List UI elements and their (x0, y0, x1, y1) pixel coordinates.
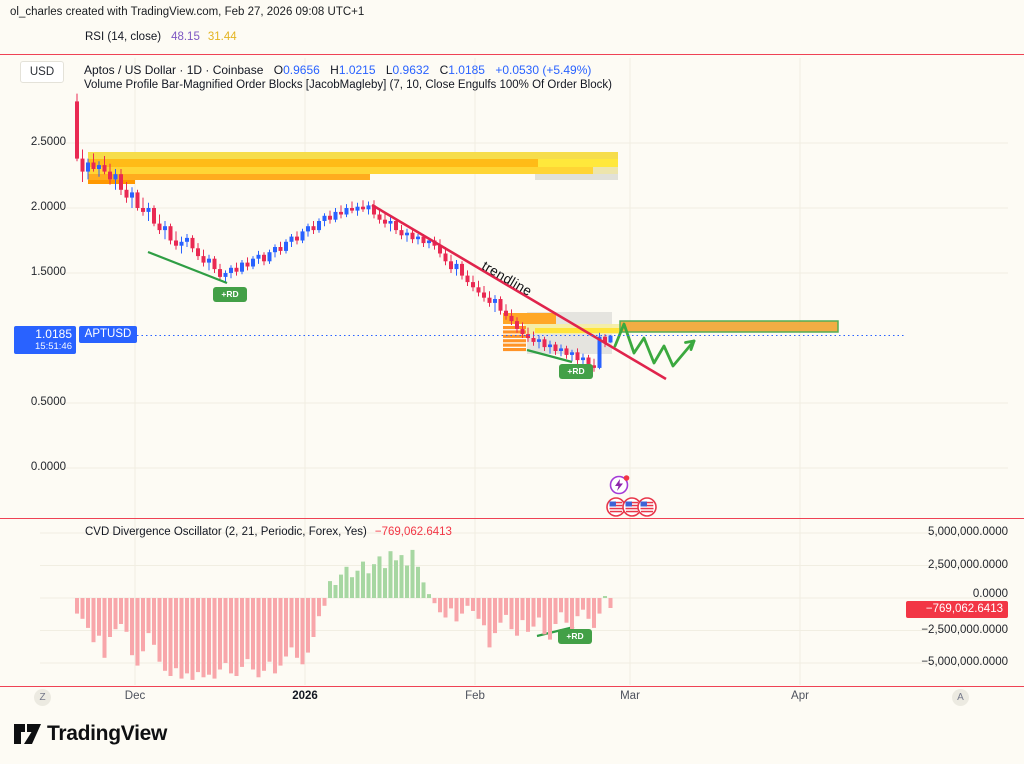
price-scale-tick: 0.5000 (30, 396, 66, 408)
rsi-value-2: 31.44 (207, 31, 237, 43)
currency-toggle-usd[interactable]: USD (20, 61, 64, 83)
cvd-last-value-badge: −769,062.6413 (906, 601, 1008, 618)
cvd-scale-tick: −2,500,000.0000 (921, 623, 1008, 636)
price-scale-tick: 2.0000 (30, 201, 66, 213)
pane-separator-top[interactable] (0, 54, 1024, 55)
timezone-button[interactable]: Z (34, 689, 51, 706)
symbol-header[interactable]: Aptos / US Dollar · 1D · Coinbase O0.965… (84, 63, 591, 77)
indicator-title-volume-profile[interactable]: Volume Profile Bar-Magnified Order Block… (84, 79, 612, 91)
rsi-pane-header[interactable]: RSI (14, close) 48.15 31.44 (85, 31, 237, 43)
price-scale-tick: 2.5000 (30, 136, 66, 148)
symbol-title: Aptos / US Dollar · 1D · Coinbase (84, 63, 264, 77)
ohlc-high-label: H (330, 63, 339, 77)
current-price-value: 1.0185 (35, 327, 72, 341)
pane-separator-middle[interactable] (0, 518, 1024, 519)
ohlc-close-label: C (439, 63, 449, 77)
ohlc-low-label: L (385, 63, 393, 77)
attribution-text: ol_charles created with TradingView.com,… (10, 6, 365, 18)
tradingview-logo-text[interactable]: TradingView (47, 722, 168, 745)
ohlc-high-value: 1.0215 (338, 63, 376, 77)
ticker-label: APTUSD (79, 326, 137, 343)
tradingview-logo-icon[interactable] (13, 721, 43, 747)
time-axis-label-feb: Feb (465, 690, 485, 702)
cvd-scale-tick: 5,000,000.0000 (928, 526, 1008, 538)
time-axis-label-dec: Dec (124, 690, 146, 702)
rsi-value-1: 48.15 (171, 31, 200, 43)
price-scale-tick: 0.0000 (30, 461, 66, 473)
pane-separator-bottom[interactable] (0, 686, 1024, 687)
ohlc-close-value: 1.0185 (448, 63, 485, 77)
rd-signal-label-dec: +RD (213, 287, 247, 302)
ohlc-open-label: O (273, 63, 284, 77)
price-scale-tick: 1.5000 (30, 266, 66, 278)
cvd-value: −769,062.6413 (374, 526, 452, 538)
current-price-time: 15:51:46 (35, 341, 72, 352)
ohlc-change-value: +0.0530 (+5.49%) (495, 63, 592, 77)
rd-signal-label-cvd: +RD (558, 629, 592, 644)
cvd-pane-header[interactable]: CVD Divergence Oscillator (2, 21, Period… (85, 526, 452, 538)
time-axis-label-apr: Apr (791, 690, 809, 702)
ohlc-open-value: 0.9656 (283, 63, 320, 77)
time-axis-label-mar: Mar (620, 690, 640, 702)
rd-signal-label-feb: +RD (559, 364, 593, 379)
current-price-label: 1.0185 15:51:46 (14, 326, 76, 354)
cvd-scale-tick: −5,000,000.0000 (921, 656, 1008, 668)
cvd-title: CVD Divergence Oscillator (2, 21, Period… (85, 526, 367, 538)
cvd-scale-tick: 2,500,000.0000 (928, 558, 1008, 571)
axis-settings-button[interactable]: A (952, 689, 969, 706)
time-axis-label-2026: 2026 (292, 690, 318, 702)
cvd-scale-tick: 0.0000 (972, 588, 1008, 600)
rsi-title: RSI (14, close) (85, 31, 162, 43)
ohlc-low-value: 0.9632 (392, 63, 430, 77)
